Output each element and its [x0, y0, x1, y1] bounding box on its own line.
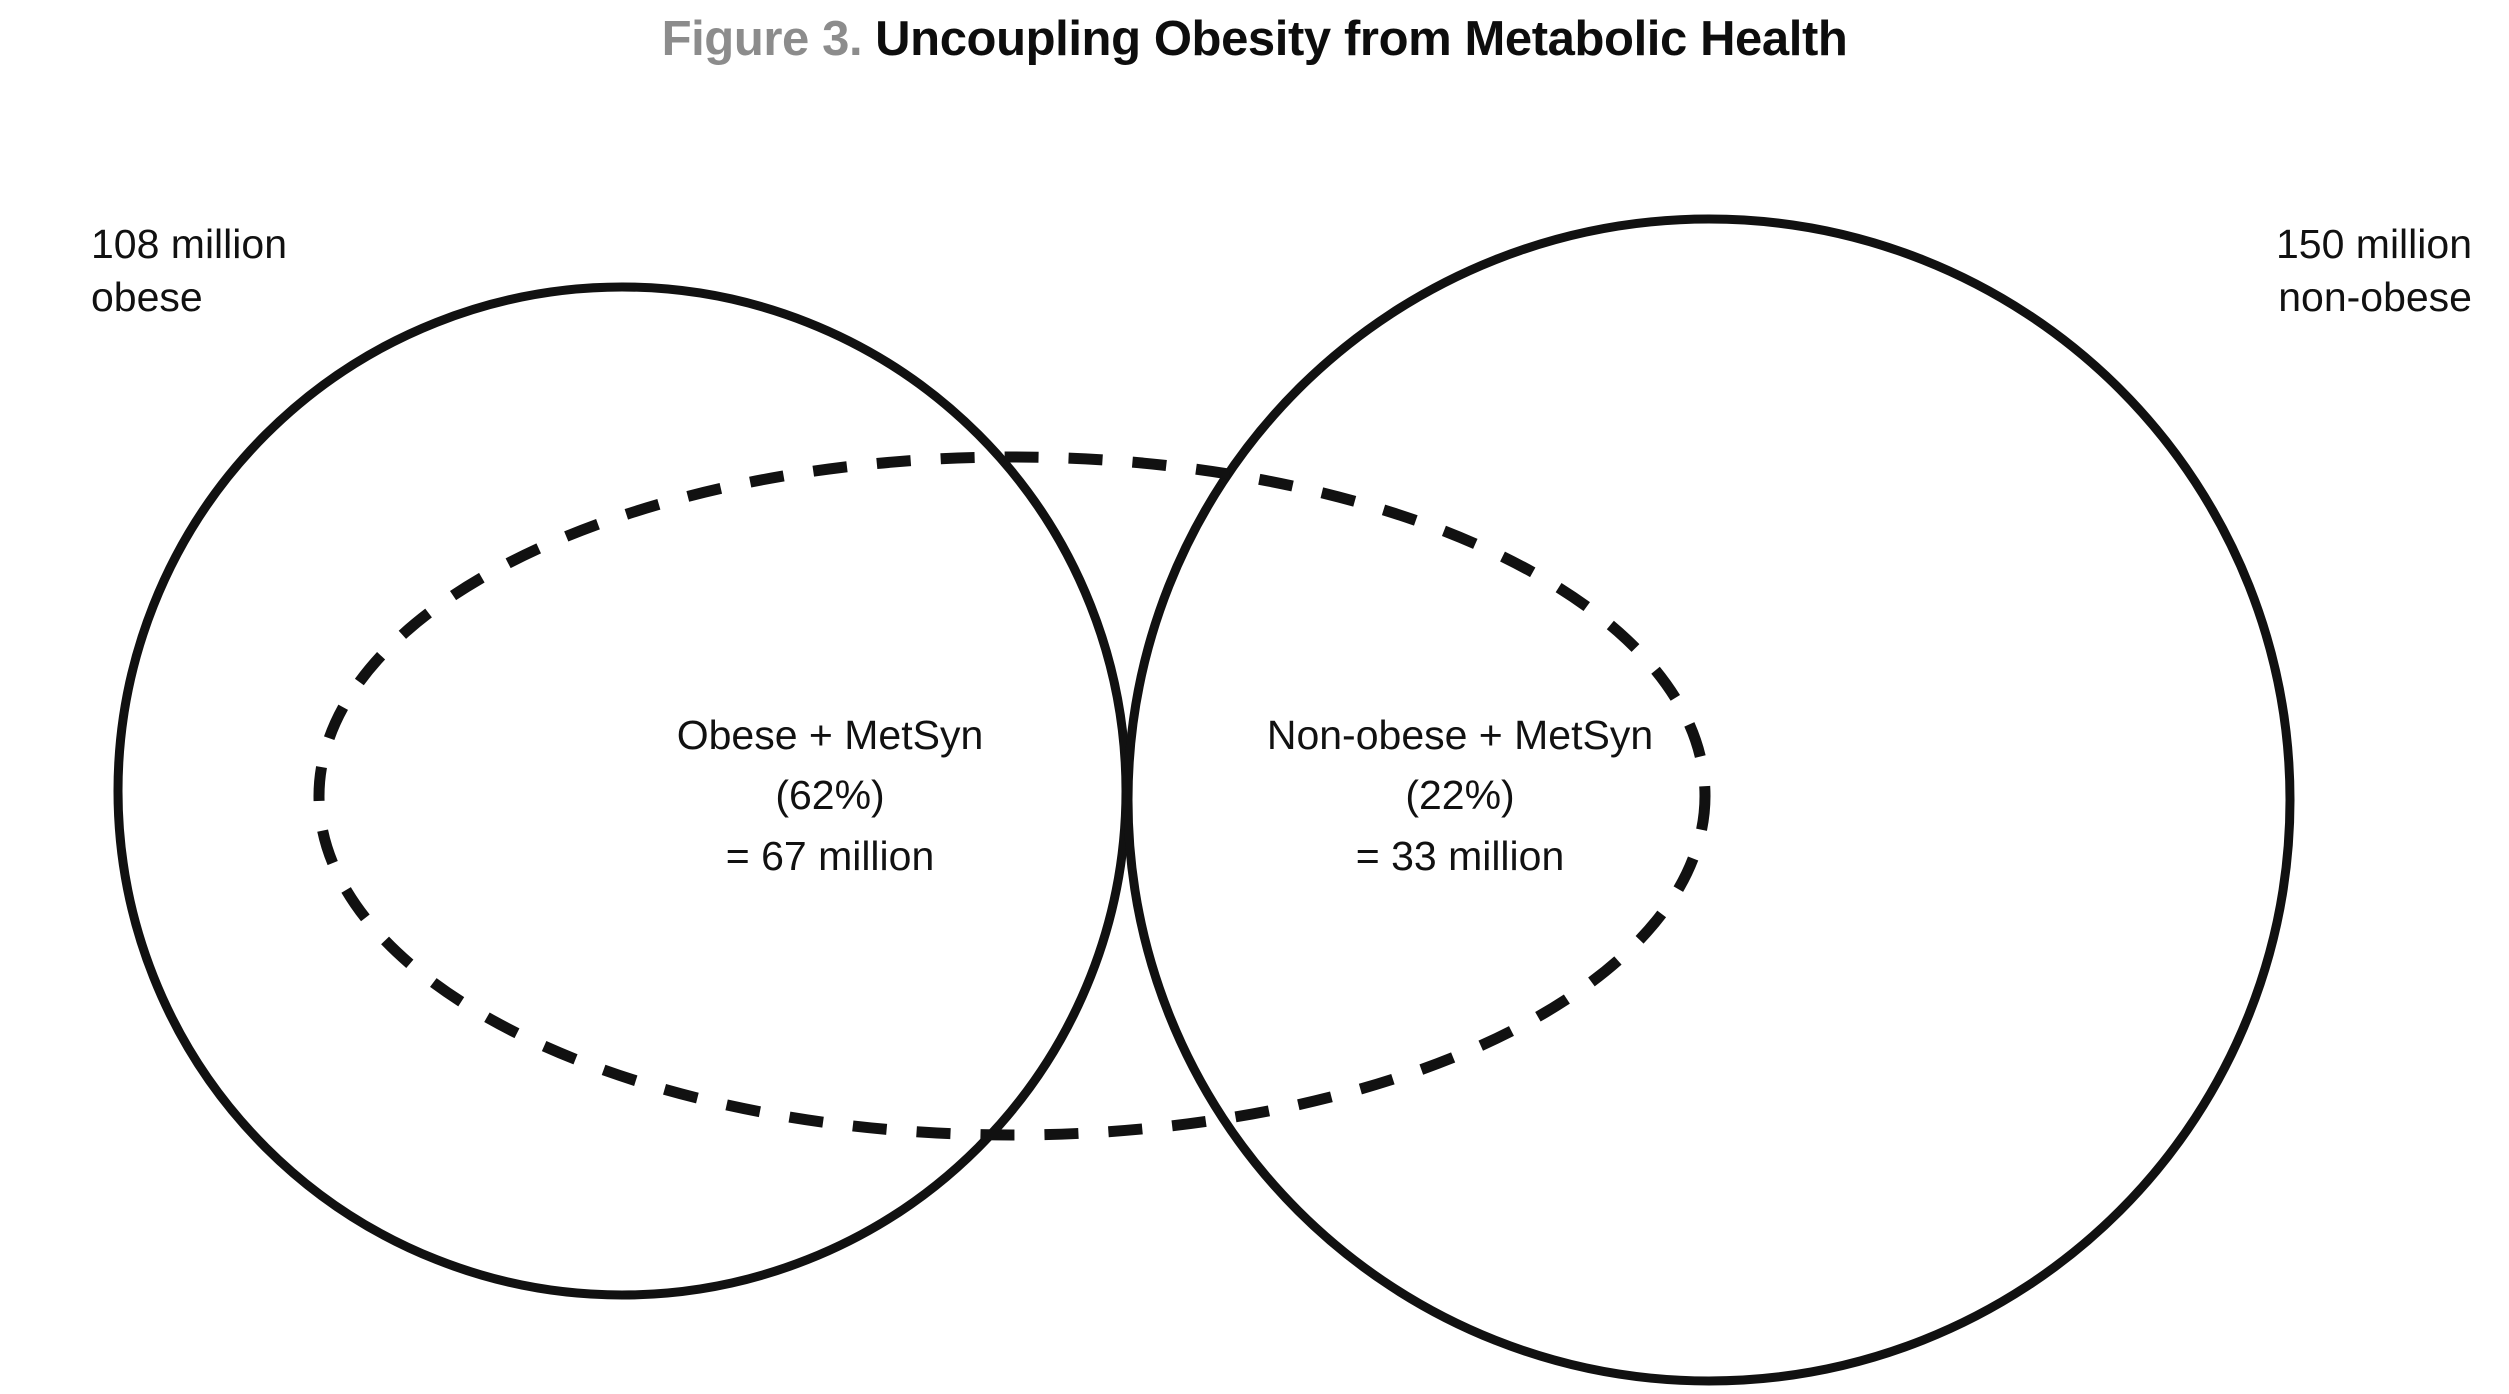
figure-title: Figure 3. Uncoupling Obesity from Metabo…: [0, 0, 2509, 78]
label-non-obese-metsyn-percent: (22%): [1405, 772, 1515, 819]
figure-title-main: Uncoupling Obesity from Metabolic Health: [875, 12, 1848, 66]
label-non-obese-metsyn: Non-obese + MetSyn (22%) = 33 million: [1160, 705, 1760, 886]
label-obese-metsyn-title: Obese + MetSyn: [676, 712, 984, 758]
label-non-obese-metsyn-title: Non-obese + MetSyn: [1266, 712, 1654, 758]
label-obese-count-line2: obese: [91, 274, 203, 321]
figure-title-prefix: Figure 3.: [661, 12, 863, 66]
label-obese-count: 108 million obese: [91, 218, 287, 325]
label-non-obese-count: 150 million non-obese: [2276, 218, 2472, 325]
label-non-obese-count-line2: non-obese: [2278, 274, 2472, 321]
label-obese-metsyn-percent: (62%): [775, 772, 885, 819]
ellipse-metabolic-syndrome: [313, 451, 1711, 1141]
label-obese-count-line1: 108 million: [91, 221, 287, 267]
circle-non-obese: [1123, 214, 2295, 1386]
label-non-obese-count-line1: 150 million: [2276, 221, 2472, 267]
label-obese-metsyn-count: = 67 million: [725, 832, 935, 879]
label-obese-metsyn: Obese + MetSyn (62%) = 67 million: [530, 705, 1130, 886]
label-non-obese-metsyn-count: = 33 million: [1355, 832, 1565, 879]
